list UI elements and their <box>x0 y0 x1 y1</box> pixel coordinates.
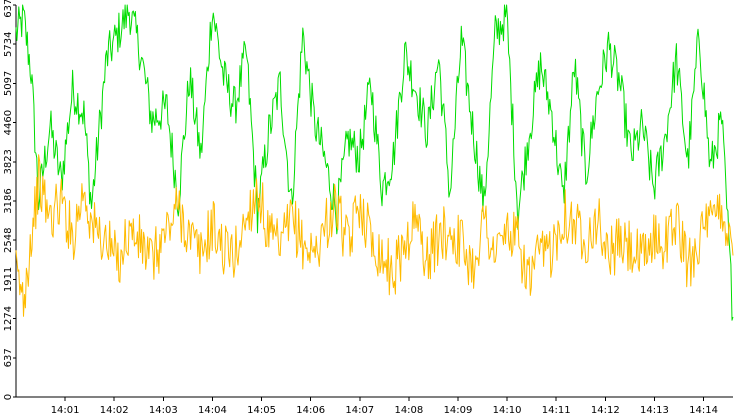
x-tick-label: 14:14 <box>689 405 718 415</box>
y-tick-label: 6372 <box>3 0 14 18</box>
y-tick-label: 5097 <box>3 71 14 96</box>
x-tick-label: 14:05 <box>247 405 276 415</box>
x-tick-label: 14:03 <box>149 405 178 415</box>
y-tick-label: 1911 <box>3 267 14 292</box>
x-tick-label: 14:06 <box>296 405 325 415</box>
y-tick-label: 4460 <box>3 110 14 135</box>
series-line-1 <box>15 4 734 321</box>
y-axis: 0 637 1274 1911 2548 3186 3823 4460 5097 5734 6372 <box>3 0 17 400</box>
x-tick-label: 14:08 <box>394 405 423 415</box>
x-tick-label: 14:13 <box>640 405 669 415</box>
x-tick-label: 14:12 <box>591 405 620 415</box>
y-tick-label: 3823 <box>3 149 14 174</box>
x-tick-label: 14:02 <box>100 405 129 415</box>
y-tick-label: 5734 <box>3 32 14 57</box>
x-tick-label: 14:04 <box>198 405 227 415</box>
x-tick-label: 14:11 <box>542 405 571 415</box>
y-tick-label: 2548 <box>3 228 14 253</box>
x-axis: 14:01 14:02 14:03 14:04 14:05 14:06 14:07 14:08… <box>16 396 733 415</box>
x-tick-label: 14:07 <box>345 405 374 415</box>
y-tick-label: 0 <box>3 394 14 400</box>
x-tick-label: 14:01 <box>51 405 80 415</box>
series-line-2 <box>15 154 734 317</box>
y-tick-label: 3186 <box>3 188 14 213</box>
y-tick-label: 637 <box>3 348 14 367</box>
series-layer <box>15 4 734 321</box>
x-tick-label: 14:10 <box>493 405 522 415</box>
x-tick-label: 14:09 <box>444 405 473 415</box>
y-tick-label: 1274 <box>3 306 14 331</box>
